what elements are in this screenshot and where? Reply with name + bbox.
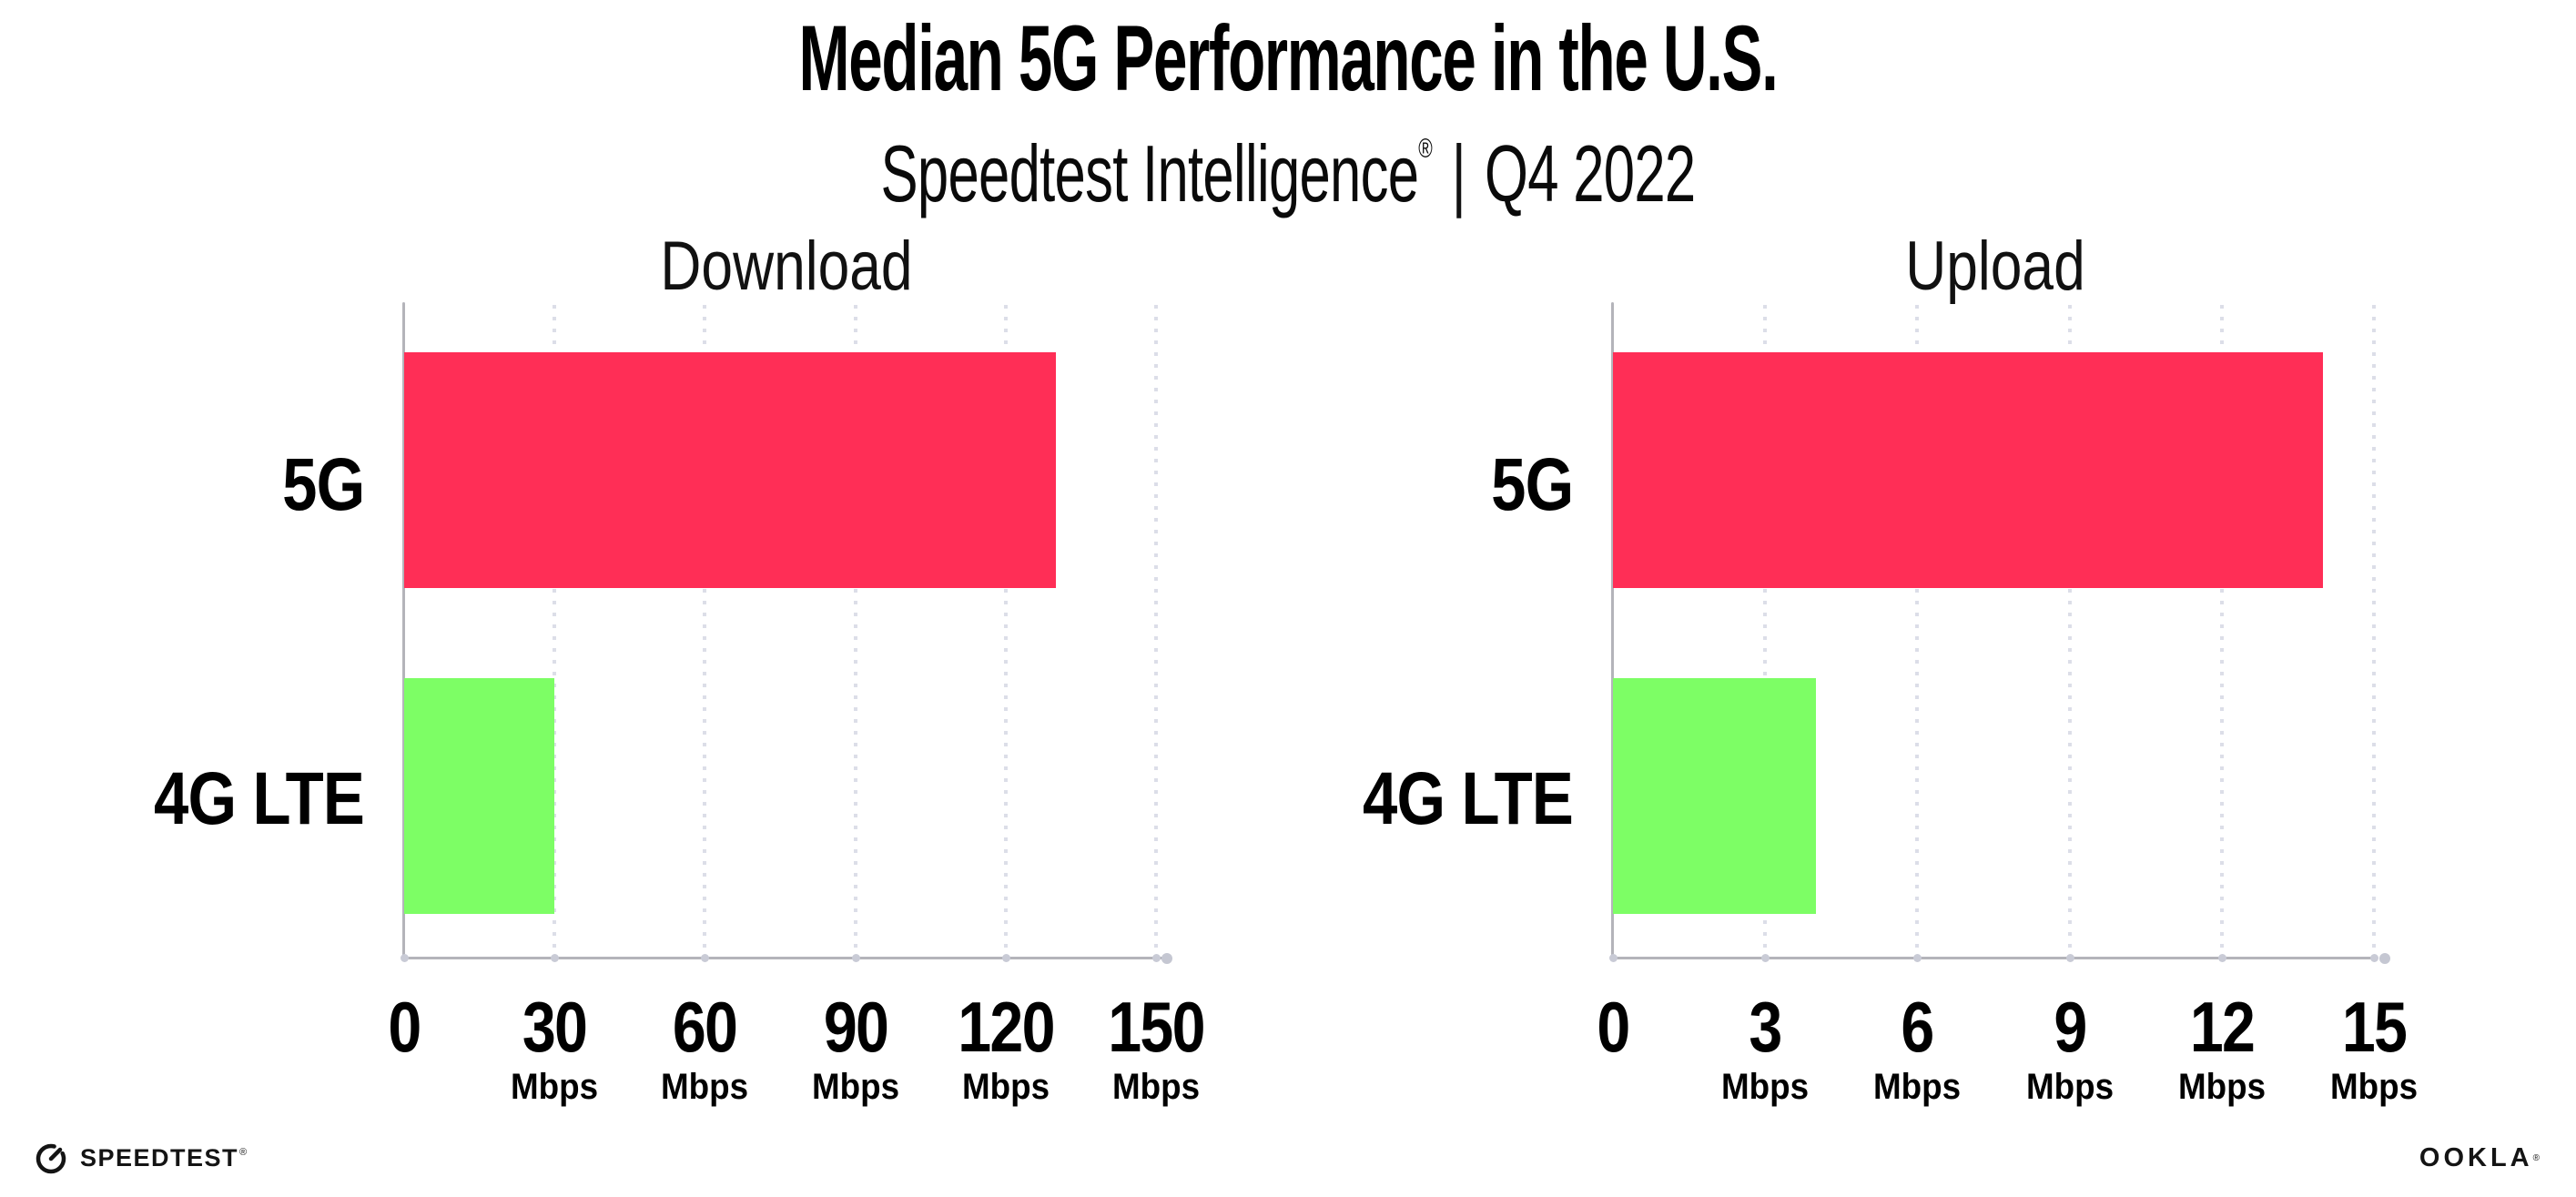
- x-tick-unit-label: Mbps: [2329, 1067, 2419, 1107]
- ookla-wordmark: OOKLA: [2419, 1143, 2533, 1172]
- gridline-3: [1763, 305, 1768, 958]
- ookla-registered-mark: ®: [2532, 1152, 2540, 1163]
- gridline-12: [2219, 305, 2224, 958]
- x-tick-30: 30 Mbps: [445, 989, 664, 1108]
- x-tick-0: 0: [1504, 989, 1722, 1064]
- x-tick-0: 0: [295, 989, 513, 1064]
- gridline-15: [2372, 305, 2376, 958]
- x-tick-unit-label: Mbps: [1111, 1067, 1201, 1107]
- gridline-6: [1915, 305, 1920, 958]
- x-tick-unit-label: Mbps: [961, 1067, 1050, 1107]
- gridline-150: [1154, 305, 1158, 958]
- bar-4g-lte-upload: [1613, 678, 1816, 914]
- x-tick-label: 150: [1108, 987, 1205, 1067]
- page-subtitle: Speedtest Intelligence® | Q4 2022: [387, 106, 2190, 218]
- upload-chart: Upload 5G 4G LTE 0 3 Mbps 6 Mbps 9 Mbps 12 Mbps 1…: [1363, 230, 2418, 1108]
- x-tick-label: 60: [673, 987, 738, 1067]
- x-tick-unit-label: Mbps: [661, 1067, 749, 1107]
- x-tick-label: 120: [958, 987, 1055, 1067]
- axis-end-dot: [1161, 953, 1172, 964]
- axis-tick-dot: [701, 954, 710, 962]
- speedtest-logo: SPEEDTEST®: [33, 1136, 247, 1180]
- axis-tick-dot: [2217, 954, 2226, 962]
- ookla-logo: OOKLA ®: [2419, 1140, 2540, 1176]
- x-tick-label: 0: [1597, 987, 1630, 1067]
- upload-x-axis-line: [1611, 957, 2378, 959]
- registered-mark: ®: [1418, 134, 1433, 164]
- gridline-60: [703, 305, 707, 958]
- x-tick-label: 6: [1901, 987, 1935, 1067]
- axis-tick-dot: [551, 954, 560, 962]
- axis-tick-dot: [1761, 954, 1770, 962]
- x-tick-90: 90 Mbps: [746, 989, 965, 1108]
- x-tick-unit-label: Mbps: [2177, 1067, 2266, 1107]
- category-label-5g: 5G: [1490, 443, 1574, 526]
- upload-chart-title: Upload: [1905, 228, 2085, 305]
- x-tick-unit-label: Mbps: [2025, 1067, 2114, 1107]
- x-tick-60: 60 Mbps: [595, 989, 814, 1108]
- axis-tick-dot: [401, 954, 409, 962]
- x-tick-3: 3 Mbps: [1656, 989, 1874, 1108]
- gridline-9: [2067, 305, 2072, 958]
- page-title: Median 5G Performance in the U.S.: [798, 6, 1779, 110]
- x-tick-unit-label: Mbps: [811, 1067, 899, 1107]
- x-tick-label: 30: [522, 987, 588, 1067]
- axis-tick-dot: [1913, 954, 1922, 962]
- x-tick-unit-label: Mbps: [511, 1067, 599, 1107]
- x-tick-label: 12: [2189, 987, 2256, 1067]
- category-label-5g: 5G: [281, 443, 365, 526]
- x-tick-unit-label: Mbps: [1721, 1067, 1810, 1107]
- category-label-4g-lte: 4G LTE: [1363, 757, 1574, 840]
- bar-4g-lte-download: [404, 678, 555, 914]
- subtitle-period: Q4 2022: [1485, 128, 1696, 218]
- download-chart-title: Download: [660, 228, 913, 305]
- download-y-axis-line: [402, 302, 405, 959]
- x-tick-label: 90: [823, 987, 888, 1067]
- axis-tick-dot: [851, 954, 860, 962]
- subtitle-brand: Speedtest Intelligence: [880, 128, 1419, 218]
- axis-end-dot: [2379, 953, 2390, 964]
- x-tick-6: 6 Mbps: [1808, 989, 2026, 1108]
- download-x-axis-line: [402, 957, 1169, 959]
- x-tick-label: 0: [388, 987, 421, 1067]
- subtitle-separator: |: [1451, 128, 1466, 218]
- gridline-30: [553, 305, 557, 958]
- axis-tick-dot: [1152, 954, 1161, 962]
- x-tick-label: 3: [1749, 987, 1783, 1067]
- gridline-90: [853, 305, 857, 958]
- upload-y-axis-line: [1611, 302, 1614, 959]
- x-tick-12: 12 Mbps: [2113, 989, 2331, 1108]
- axis-tick-dot: [2370, 954, 2378, 962]
- speedtest-wordmark: SPEEDTEST: [80, 1144, 239, 1172]
- x-tick-label: 15: [2341, 987, 2408, 1067]
- axis-tick-dot: [2065, 954, 2074, 962]
- download-chart: Download 5G 4G LTE 0 30 Mbps 60 Mbps 90 Mbps 12…: [154, 230, 1205, 1108]
- category-label-4g-lte: 4G LTE: [154, 757, 365, 840]
- x-tick-9: 9 Mbps: [1961, 989, 2179, 1108]
- bar-5g-download: [404, 352, 1056, 588]
- speedtest-registered-mark: ®: [239, 1147, 248, 1158]
- axis-tick-dot: [1609, 954, 1618, 962]
- bar-5g-upload: [1613, 352, 2324, 588]
- x-tick-label: 9: [2053, 987, 2087, 1067]
- speedtest-gauge-icon: [35, 1143, 66, 1174]
- x-tick-unit-label: Mbps: [1873, 1067, 1962, 1107]
- x-tick-120: 120 Mbps: [897, 989, 1115, 1108]
- x-tick-150: 150 Mbps: [1047, 989, 1265, 1108]
- x-tick-15: 15 Mbps: [2265, 989, 2483, 1108]
- gridline-120: [1003, 305, 1008, 958]
- axis-tick-dot: [1001, 954, 1010, 962]
